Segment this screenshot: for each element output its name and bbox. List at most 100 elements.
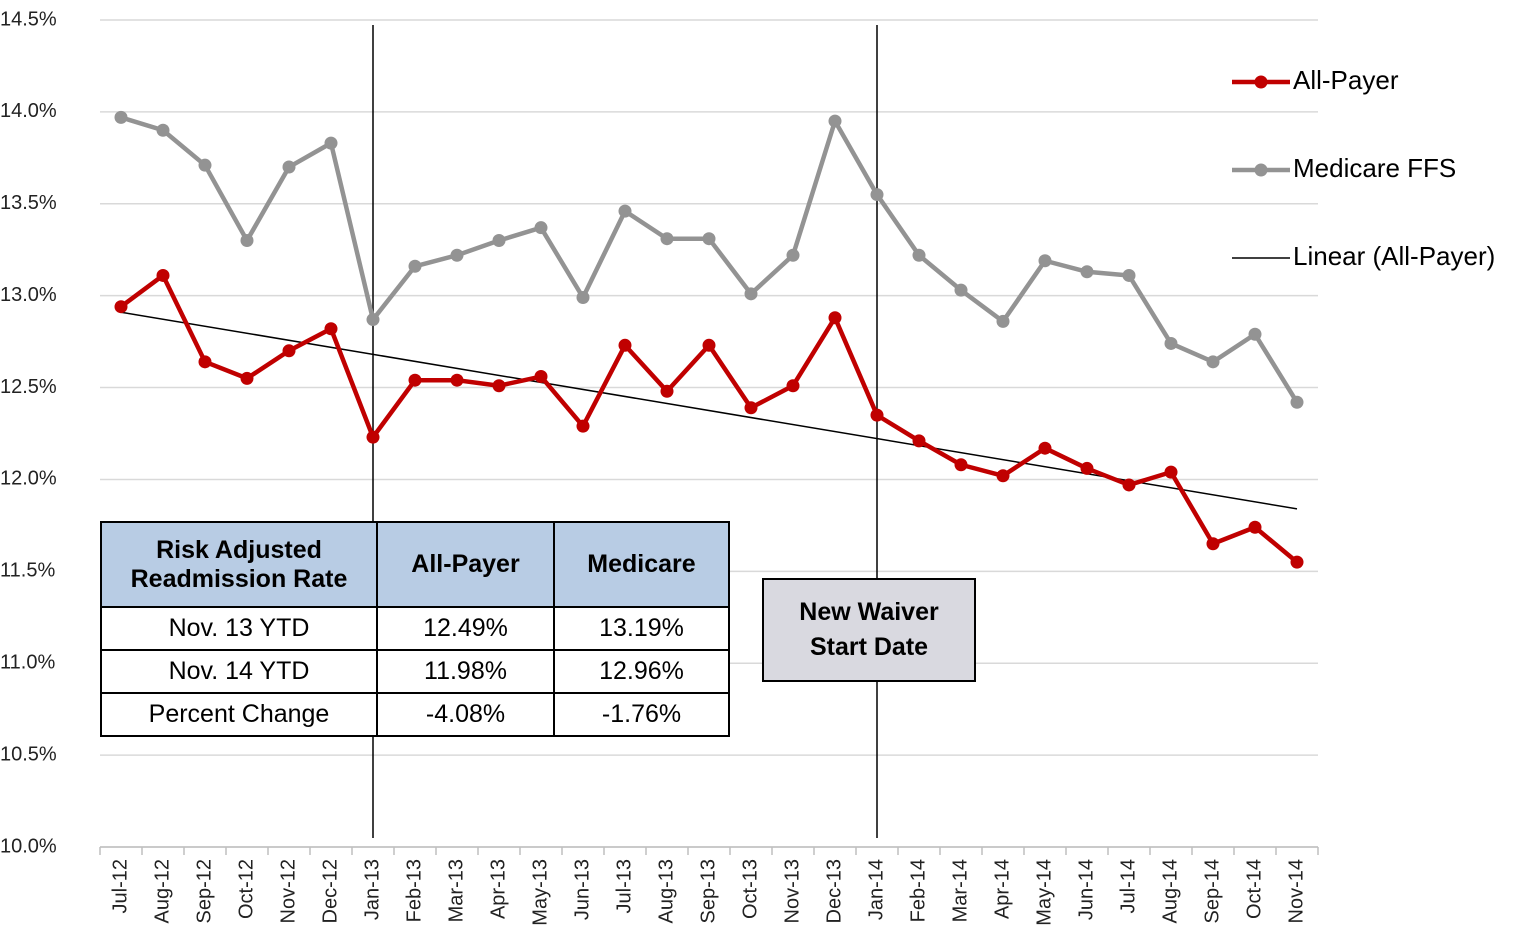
x-tick-label: Oct-12	[235, 859, 257, 919]
table-cell: 12.49%	[376, 606, 555, 651]
y-tick-label: 11.5%	[0, 560, 55, 582]
point	[744, 401, 758, 415]
point	[618, 204, 632, 218]
header-cell: Risk Adjusted Readmission Rate	[100, 521, 378, 608]
x-tick-label: Apr-13	[487, 859, 509, 919]
point	[450, 373, 464, 387]
point	[996, 314, 1010, 328]
point	[408, 259, 422, 273]
x-tick-label: Feb-14	[907, 859, 929, 922]
point	[1122, 268, 1136, 282]
point	[240, 371, 254, 385]
point	[954, 458, 968, 472]
x-tick-label: Jul-13	[613, 859, 635, 913]
point	[660, 384, 674, 398]
y-tick-label: 11.0%	[0, 652, 55, 674]
x-tick-label: Jun-14	[1075, 859, 1097, 920]
table-cell: 12.96%	[553, 649, 730, 694]
series-line	[119, 273, 1299, 564]
point	[282, 160, 296, 174]
point	[912, 248, 926, 262]
point	[660, 232, 674, 246]
x-tick-label: Oct-13	[739, 859, 761, 919]
point	[870, 188, 884, 202]
point	[282, 344, 296, 358]
point	[240, 234, 254, 248]
point	[576, 419, 590, 433]
table-row: Nov. 13 YTD 12.49% 13.19%	[100, 606, 730, 651]
y-tick-label: 12.0%	[0, 468, 57, 490]
y-tick-label: 14.5%	[0, 8, 57, 30]
point	[198, 158, 212, 172]
y-tick-label: 13.0%	[0, 284, 57, 306]
x-tick-label: Feb-13	[403, 859, 425, 922]
point	[1122, 478, 1136, 492]
table-cell: Nov. 13 YTD	[100, 606, 378, 651]
x-tick-label: Mar-14	[949, 859, 971, 922]
point	[702, 338, 716, 352]
point	[366, 313, 380, 327]
table-cell: Percent Change	[100, 692, 378, 737]
y-tick-label: 13.5%	[0, 192, 57, 214]
series-line	[120, 115, 1299, 404]
point	[156, 123, 170, 137]
legend-label: All-Payer	[1293, 65, 1399, 95]
table-cell: 13.19%	[553, 606, 730, 651]
point	[1080, 461, 1094, 475]
point	[1290, 395, 1304, 409]
point	[534, 221, 548, 235]
point	[576, 291, 590, 305]
point	[366, 430, 380, 444]
x-tick-label: Jan-14	[865, 859, 887, 920]
point	[492, 379, 506, 393]
header-cell: All-Payer	[376, 521, 555, 608]
table-cell: -1.76%	[553, 692, 730, 737]
point	[1290, 555, 1304, 569]
point	[114, 300, 128, 314]
point	[198, 355, 212, 369]
point	[324, 322, 338, 336]
legend-marker	[1254, 163, 1268, 177]
x-tick-label: May-13	[529, 859, 551, 926]
table-cell: Nov. 14 YTD	[100, 649, 378, 694]
x-tick-label: Aug-12	[151, 859, 173, 924]
x-tick-label: May-14	[1033, 859, 1055, 926]
x-tick-label: Mar-13	[445, 859, 467, 922]
point	[1038, 254, 1052, 268]
point	[408, 373, 422, 387]
table-header: Risk Adjusted Readmission Rate All-Payer…	[100, 521, 730, 608]
point	[828, 311, 842, 325]
point	[828, 114, 842, 128]
annotation-text: New Waiver Start Date	[799, 598, 939, 661]
y-tick-label: 14.0%	[0, 100, 57, 122]
point	[786, 248, 800, 262]
point	[870, 408, 884, 422]
point	[744, 287, 758, 301]
legend-label: Medicare FFS	[1293, 153, 1456, 183]
x-tick-label: Jul-12	[109, 859, 131, 913]
header-cell: Medicare	[553, 521, 730, 608]
table-row: Nov. 14 YTD 11.98% 12.96%	[100, 649, 730, 694]
x-tick-label: Nov-13	[781, 859, 803, 923]
x-tick-label: Sep-13	[697, 859, 719, 924]
legend-label: Linear (All-Payer)	[1293, 241, 1495, 271]
legend-marker	[1254, 75, 1268, 89]
x-tick-label: Sep-12	[193, 859, 215, 924]
x-tick-label: Sep-14	[1201, 859, 1223, 924]
y-tick-label: 10.0%	[0, 835, 57, 857]
point	[1248, 327, 1262, 341]
point	[786, 379, 800, 393]
y-tick-label: 10.5%	[0, 743, 57, 765]
x-tick-label: Aug-14	[1159, 859, 1181, 924]
table-cell: 11.98%	[376, 649, 555, 694]
x-tick-label: Apr-14	[991, 859, 1013, 919]
point	[450, 248, 464, 262]
x-tick-label: Jan-13	[361, 859, 383, 920]
x-tick-label: Jul-14	[1117, 859, 1139, 913]
point	[324, 136, 338, 150]
x-tick-label: Aug-13	[655, 859, 677, 924]
x-tick-label: Dec-12	[319, 859, 341, 923]
point	[996, 469, 1010, 483]
